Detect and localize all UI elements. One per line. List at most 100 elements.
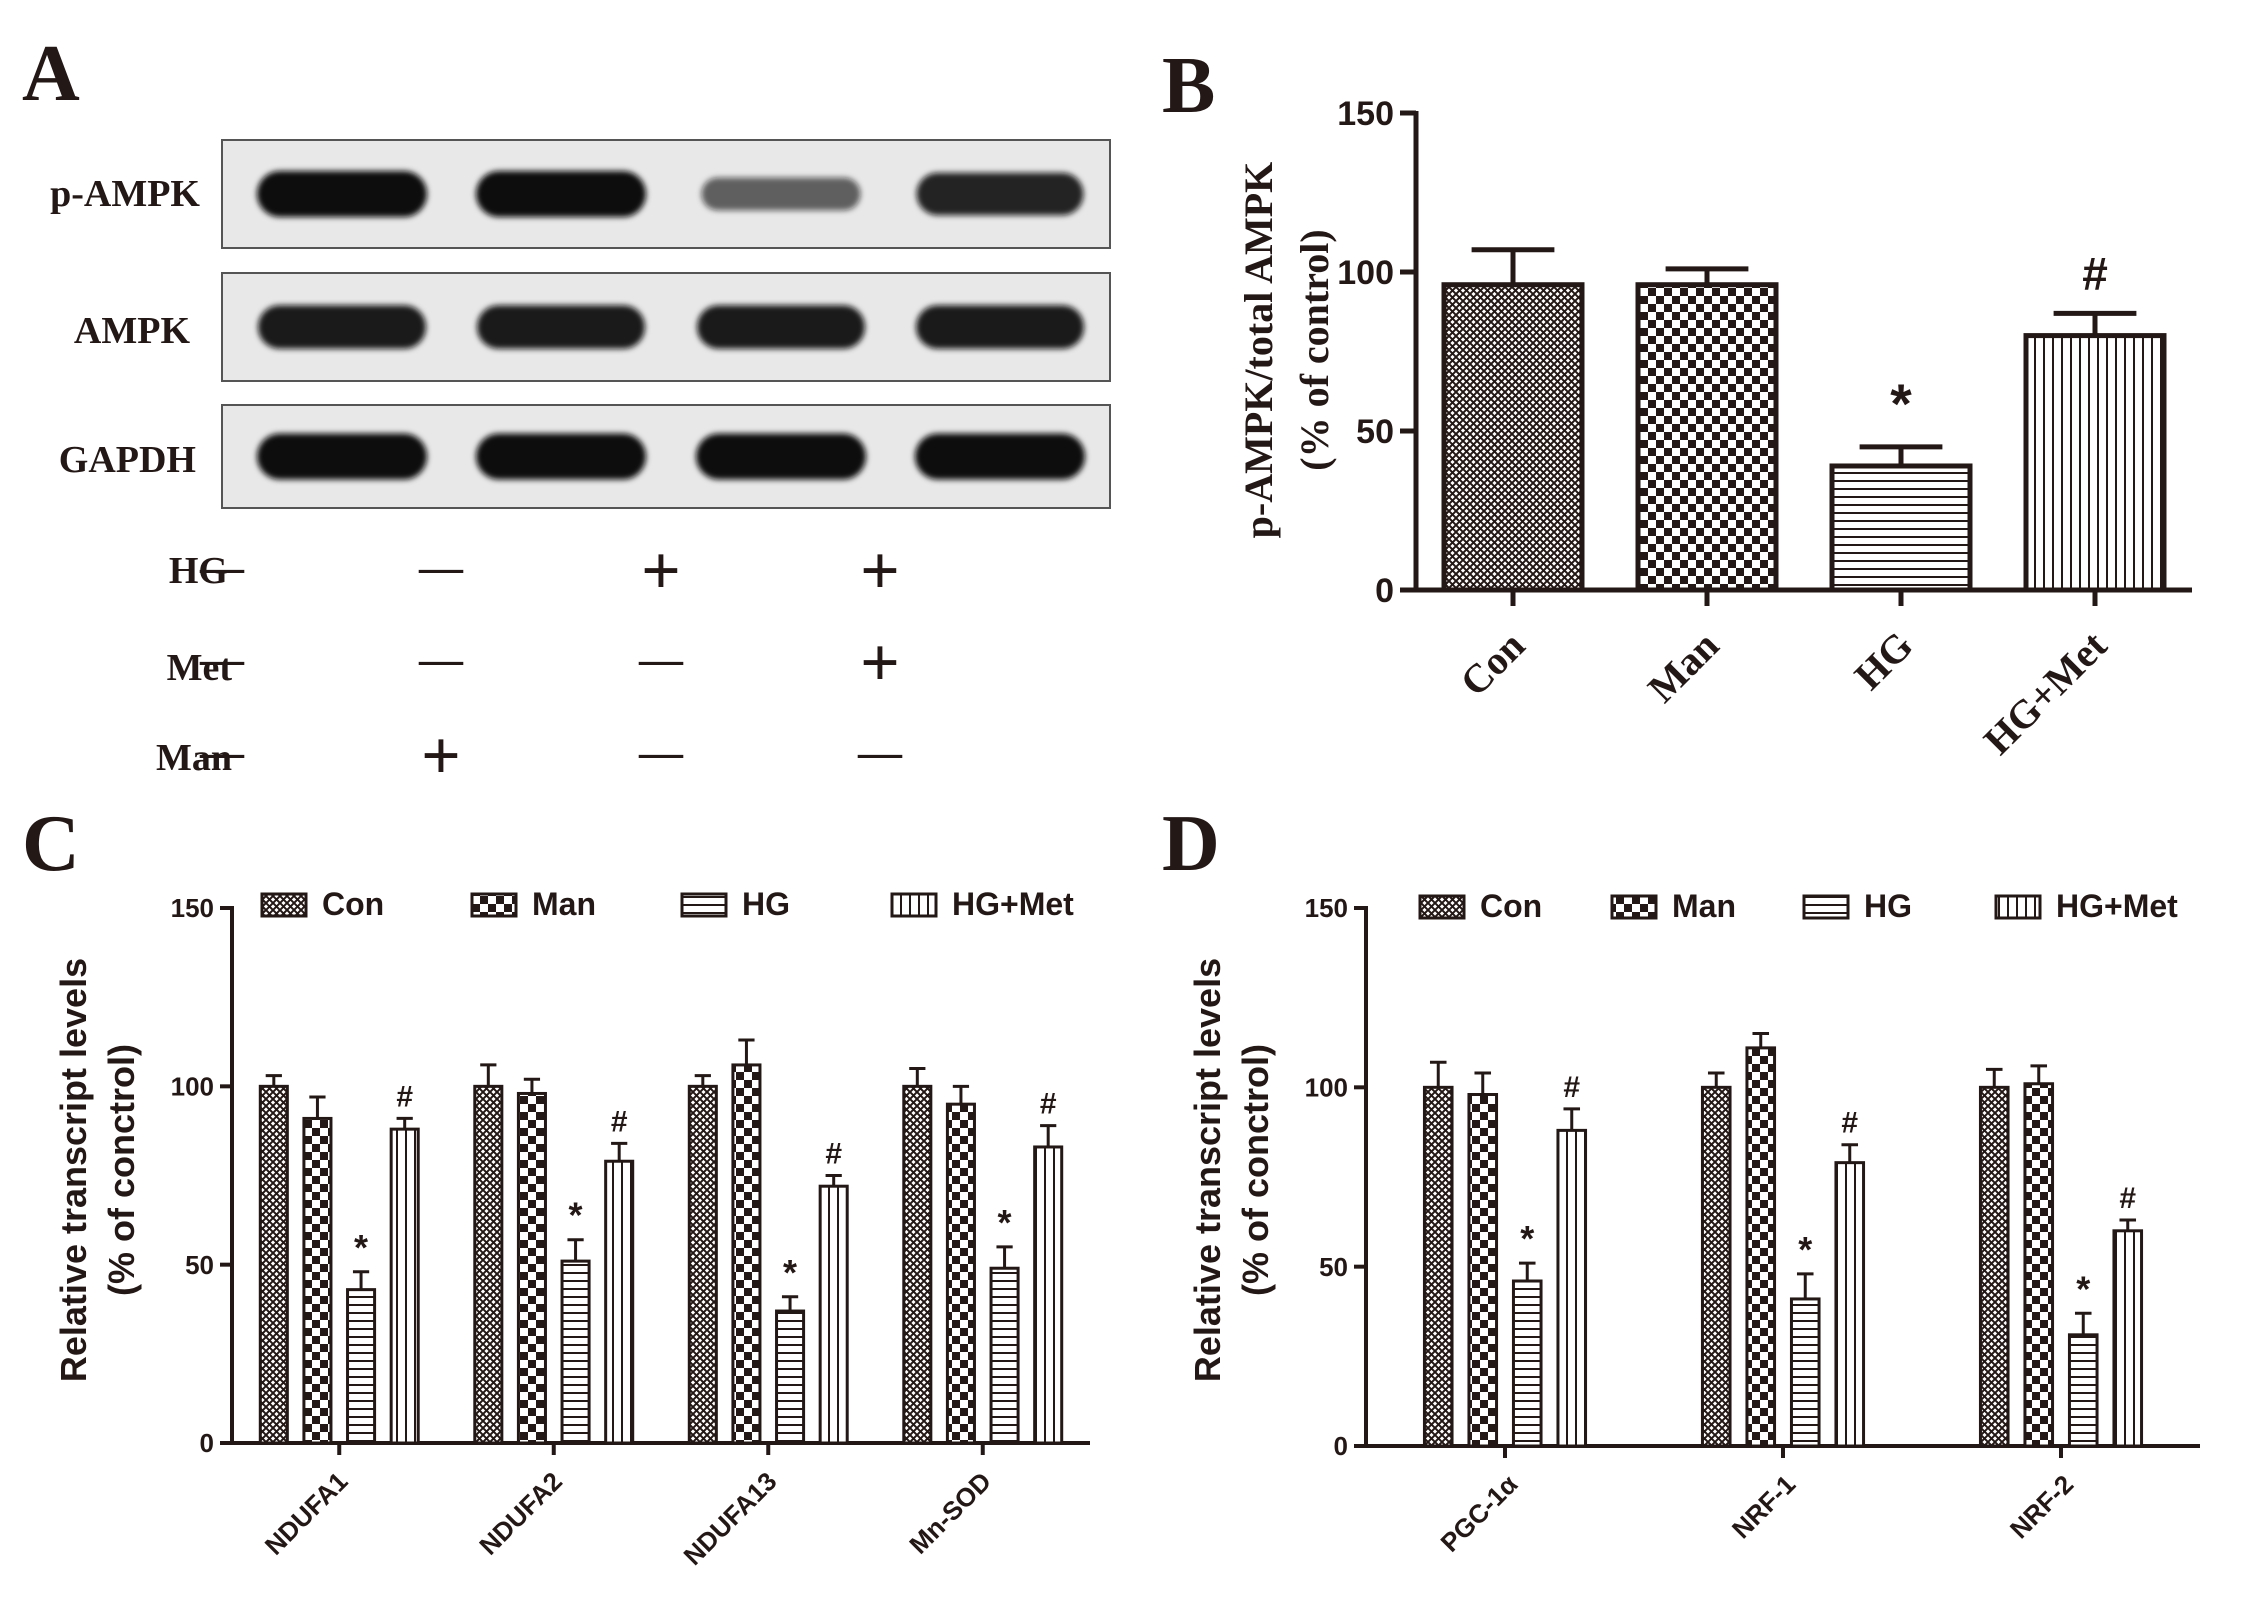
legend-swatch [1418,894,1466,920]
significance-star: * [998,1202,1012,1243]
treatment-minus: — [199,728,245,777]
blot-band [257,433,427,480]
y-tick-label: 50 [1319,1252,1348,1282]
treatment-minus: — [638,635,684,684]
significance-star: * [569,1195,583,1236]
bar-mn-sod-con [902,1084,933,1445]
x-tick-label: NRF-2 [2004,1469,2079,1544]
legend-swatch [680,892,728,918]
blot-label-gapdh: GAPDH [59,439,196,481]
legend-swatch [1802,894,1850,920]
bar-nrf-2-hg [2067,1333,2099,1448]
legend-swatch [260,892,308,918]
bar-man [1635,282,1779,593]
x-tick-label: Man [1639,623,1727,711]
blot-label-ampk: AMPK [74,310,191,352]
x-tick-label: HG [1846,623,1922,699]
significance-hash: # [1563,1071,1580,1104]
significance-star: * [354,1227,368,1268]
blot-band [258,305,426,349]
significance-hash: # [1841,1107,1858,1140]
bar-hg-met [2023,333,2167,593]
treatment-row-hg: HG — — + + [169,533,900,610]
y-tick-label: 100 [171,1071,214,1101]
x-tick-label: Mn-SOD [903,1466,997,1560]
legend-label: Con [322,886,384,922]
x-tick-label: NDUFA1 [259,1466,354,1561]
panel-letter-d: D [1162,800,1220,888]
treatment-minus: — [199,635,245,684]
panel-c: C 0 50 100 150 Relative transcript levels (% … [22,800,1090,1571]
x-tick-label: PGC-1α [1435,1469,1524,1558]
treatment-marks-hg: — — + + [199,533,900,610]
y-axis-label: (% of control) [1292,229,1337,470]
y-tick-label: 50 [1356,413,1394,451]
blot-bands-gapdh [257,433,1085,480]
significance-hash: # [396,1080,413,1113]
bar-ndufa13-con [687,1084,718,1445]
treatment-label-met: Met [167,647,233,689]
bar-mn-sod-man [945,1102,976,1445]
significance-hash: # [2082,247,2108,299]
blot-band [916,305,1084,349]
bar-ndufa13-hg-met [818,1184,849,1445]
legend-label: HG [742,886,790,922]
blot-row-gapdh: GAPDH [59,404,1111,509]
significance-star: * [783,1252,797,1293]
bar-nrf-2-hg-met [2112,1229,2144,1448]
blot-band [477,305,645,349]
y-axis-label: Relative transcript levels [1187,958,1228,1382]
bar-ndufa13-man [731,1063,762,1445]
blot-label-p-ampk: p-AMPK [50,173,200,215]
bar-ndufa1-con [258,1084,289,1445]
y-axis-label: (% of conctrol) [101,1044,142,1296]
treatment-marks-man: — + — — [199,718,903,795]
blot-band [915,433,1085,480]
legend-label: HG+Met [2056,888,2178,924]
y-tick-label: 0 [200,1428,214,1458]
bar-nrf-1-hg [1789,1297,1821,1448]
panel-letter-b: B [1162,42,1215,130]
significance-hash: # [1040,1088,1057,1121]
treatment-minus: — [638,728,684,777]
treatment-minus: — [199,543,245,592]
blot-band [696,433,866,480]
bar-ndufa2-man [516,1091,547,1445]
bar-nrf-1-hg-met [1834,1161,1866,1448]
treatment-row-man: Man — + — — [156,718,903,795]
legend-label: HG [1864,888,1912,924]
blot-band [476,171,646,217]
chart-c: 0 50 100 150 Relative transcript levels (% of… [53,886,1090,1571]
bar-nrf-2-con [1978,1085,2010,1448]
legend-swatch [1610,894,1658,920]
treatment-plus: + [860,533,900,610]
bar-ndufa13-hg [775,1309,806,1445]
bar-nrf-1-man [1745,1046,1777,1448]
y-tick-label: 150 [171,893,214,923]
treatment-plus: + [860,625,900,702]
blot-band [701,177,861,211]
chart-d: 0 50 100 150 Relative transcript levels (% of… [1187,888,2200,1558]
treatment-plus: + [641,533,681,610]
legend-label: HG+Met [952,886,1074,922]
treatment-marks-met: — — — + [199,625,900,702]
legend-swatch [1994,894,2042,920]
treatment-plus: + [421,718,461,795]
bar-ndufa2-hg [560,1259,591,1445]
legend-swatch [470,892,518,918]
y-axis-label: Relative transcript levels [53,958,94,1382]
bar-pgc-1-con [1422,1085,1454,1448]
x-tick-label: Con [1451,623,1533,705]
significance-star: * [1520,1218,1534,1259]
panel-letter-c: C [22,800,80,888]
treatment-minus: — [857,728,903,777]
significance-star: * [2076,1268,2090,1309]
bar-mn-sod-hg-met [1033,1145,1064,1445]
bar-ndufa1-man [302,1116,333,1445]
x-tick-label: NDUFA13 [677,1466,782,1571]
x-tick-label: NDUFA2 [473,1466,568,1561]
panel-a: A p-AMPK AMPK GAPDH HG — — + + Met — — — + Man… [22,30,1111,795]
blot-band [257,171,427,217]
significance-hash: # [2119,1182,2136,1215]
blot-bands-ampk [258,305,1084,349]
